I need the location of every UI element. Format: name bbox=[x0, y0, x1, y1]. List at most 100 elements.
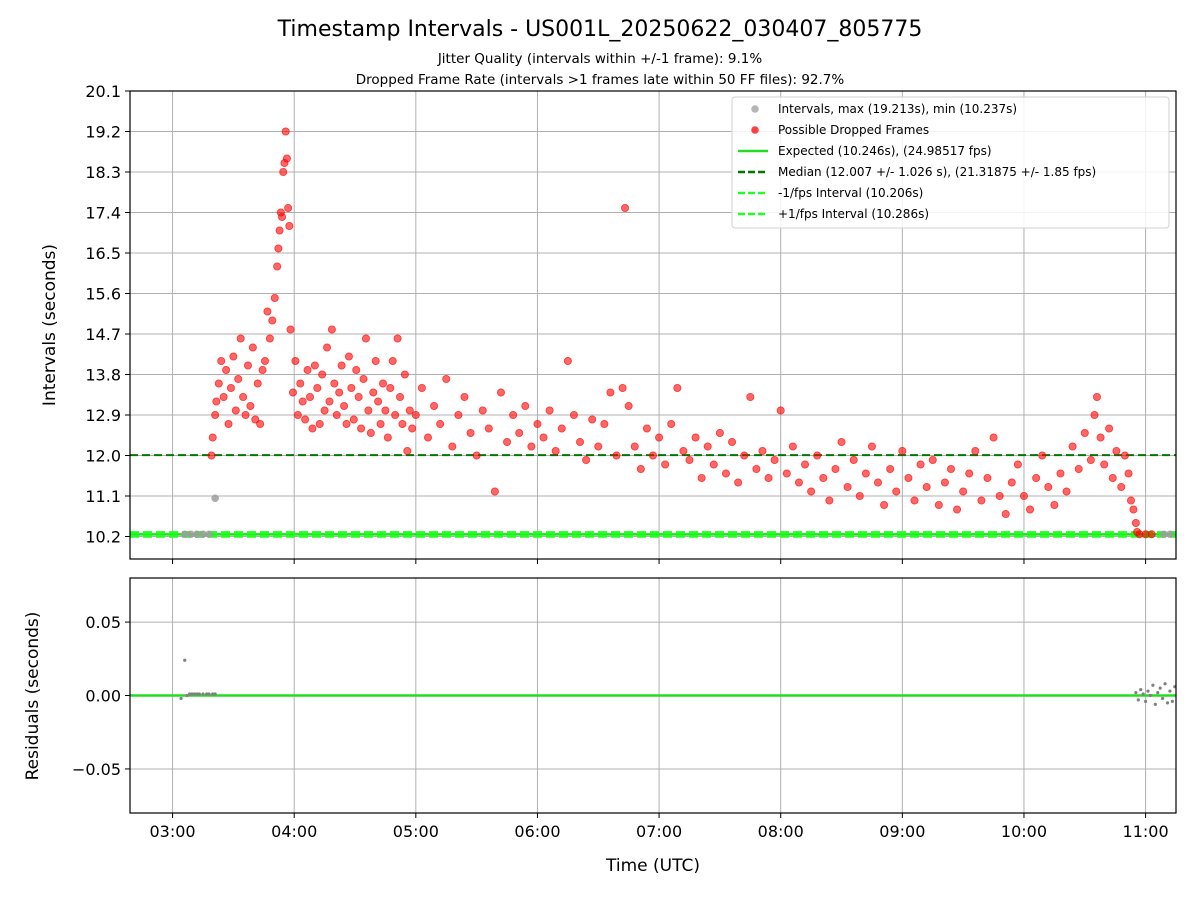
dropped-frame-point bbox=[403, 446, 412, 455]
x-tick-label: 04:00 bbox=[271, 822, 317, 841]
dropped-frame-point bbox=[1026, 505, 1035, 514]
dropped-frame-point bbox=[515, 428, 524, 437]
dropped-frame-point bbox=[364, 406, 373, 415]
residual-point bbox=[1170, 699, 1174, 703]
dropped-frame-point bbox=[405, 406, 414, 415]
dropped-frame-point bbox=[357, 424, 366, 433]
dropped-frame-point bbox=[661, 460, 670, 469]
dropped-frame-point bbox=[636, 464, 645, 473]
dropped-frame-point bbox=[764, 473, 773, 482]
dropped-frame-point bbox=[342, 419, 351, 428]
dropped-frame-point bbox=[423, 433, 432, 442]
dropped-frame-point bbox=[995, 491, 1004, 500]
dropped-frame-point bbox=[1007, 478, 1016, 487]
residual-point bbox=[205, 692, 209, 696]
dropped-frame-point bbox=[320, 406, 329, 415]
top-x-ticks bbox=[172, 559, 1147, 564]
dropped-frame-point bbox=[274, 244, 283, 253]
dropped-frame-point bbox=[222, 365, 231, 374]
dropped-frame-point bbox=[728, 437, 737, 446]
residual-point bbox=[1168, 689, 1172, 693]
dropped-frame-point bbox=[971, 446, 980, 455]
residual-point bbox=[211, 692, 215, 696]
top-y-axis-label: Intervals (seconds) bbox=[40, 244, 60, 406]
bottom-y-axis-label: Residuals (seconds) bbox=[23, 612, 43, 781]
dropped-frame-point bbox=[411, 410, 420, 419]
dropped-frame-point bbox=[318, 370, 327, 379]
dropped-frame-point bbox=[1100, 460, 1109, 469]
dropped-frame-point bbox=[1074, 464, 1083, 473]
dropped-frame-point bbox=[288, 388, 297, 397]
dropped-frame-point bbox=[788, 442, 797, 451]
x-tick-label: 06:00 bbox=[514, 822, 560, 841]
dropped-frame-point bbox=[606, 388, 615, 397]
dropped-frame-point bbox=[503, 437, 512, 446]
dropped-frame-point bbox=[383, 433, 392, 442]
dropped-frame-point bbox=[819, 473, 828, 482]
dropped-frame-point bbox=[642, 424, 651, 433]
dropped-frame-point bbox=[697, 473, 706, 482]
dropped-frame-point bbox=[916, 460, 925, 469]
dropped-frame-point bbox=[886, 464, 895, 473]
legend-box bbox=[731, 96, 1170, 229]
dropped-frame-point bbox=[226, 383, 235, 392]
dropped-frame-point bbox=[752, 464, 761, 473]
dropped-frame-point bbox=[366, 428, 375, 437]
dropped-frame-point bbox=[408, 424, 417, 433]
x-tick-label: 10:00 bbox=[1001, 822, 1047, 841]
dropped-frame-point bbox=[243, 361, 252, 370]
legend-median-label: Median (12.007 +/- 1.026 s), (21.31875 +… bbox=[778, 165, 1096, 179]
dropped-frame-point bbox=[207, 451, 216, 460]
top-y-ticks: 10.2 11.1 12.0 12.9 13.8 14.7 15.6 16.5 17.4 18.3… bbox=[85, 82, 130, 547]
dropped-frame-point bbox=[1120, 451, 1129, 460]
dropped-frame-point bbox=[436, 419, 445, 428]
dropped-frame-point bbox=[212, 397, 221, 406]
dropped-frame-point bbox=[214, 379, 223, 388]
bottom-y-tick-label: 0.05 bbox=[85, 613, 121, 632]
residual-point bbox=[1151, 683, 1155, 687]
dropped-frame-point bbox=[293, 410, 302, 419]
bottom-x-ticks: 03:00 04:00 05:00 06:00 07:00 08:00 09:00 10:00… bbox=[150, 813, 1169, 841]
dropped-frame-point bbox=[1080, 428, 1089, 437]
dropped-frame-point bbox=[594, 442, 603, 451]
residual-point bbox=[1153, 702, 1157, 706]
dropped-frame-point bbox=[880, 500, 889, 509]
dropped-frame-point bbox=[691, 433, 700, 442]
dropped-frame-point bbox=[246, 401, 255, 410]
residual-point bbox=[1146, 689, 1150, 693]
dropped-frame-point bbox=[310, 361, 319, 370]
dropped-frame-point bbox=[388, 356, 397, 365]
dropped-frame-point bbox=[867, 442, 876, 451]
dropped-frame-point bbox=[472, 451, 481, 460]
dropped-frame-point bbox=[989, 433, 998, 442]
dropped-frame-point bbox=[1129, 505, 1138, 514]
top-y-tick-label: 12.0 bbox=[85, 447, 121, 466]
dropped-frame-point bbox=[1092, 392, 1101, 401]
dropped-frame-point bbox=[393, 334, 402, 343]
dropped-frame-point bbox=[794, 478, 803, 487]
dropped-frame-point bbox=[1001, 509, 1010, 518]
top-y-tick-label: 17.4 bbox=[85, 204, 121, 223]
legend-intervals-marker bbox=[751, 105, 759, 113]
dropped-frame-point bbox=[349, 415, 358, 424]
dropped-frame-point bbox=[965, 469, 974, 478]
dropped-frame-point bbox=[325, 397, 334, 406]
dropped-frame-point bbox=[284, 203, 293, 212]
dropped-frame-point bbox=[1086, 455, 1095, 464]
dropped-frame-point bbox=[959, 487, 968, 496]
legend-intervals-label: Intervals, max (19.213s), min (10.237s) bbox=[778, 102, 1017, 116]
dropped-frame-point bbox=[308, 424, 317, 433]
dropped-frame-point bbox=[807, 487, 816, 496]
dropped-frame-point bbox=[398, 419, 407, 428]
dropped-frame-point bbox=[1108, 473, 1117, 482]
dropped-frame-point bbox=[831, 464, 840, 473]
dropped-frame-point bbox=[630, 442, 639, 451]
legend-minus-fps-label: -1/fps Interval (10.206s) bbox=[778, 186, 923, 200]
dropped-frame-point bbox=[855, 491, 864, 500]
top-y-tick-label: 20.1 bbox=[85, 82, 121, 101]
dropped-frame-point bbox=[946, 464, 955, 473]
dropped-frame-point bbox=[1038, 451, 1047, 460]
dropped-frame-point bbox=[582, 455, 591, 464]
dropped-frame-point bbox=[369, 388, 378, 397]
dropped-frame-point bbox=[344, 352, 353, 361]
